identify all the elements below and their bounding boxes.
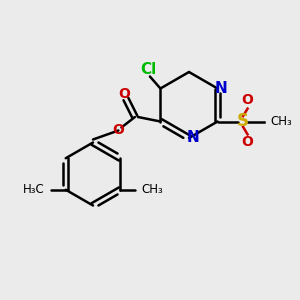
Text: CH₃: CH₃: [141, 183, 163, 196]
Text: O: O: [118, 87, 130, 100]
Text: CH₃: CH₃: [270, 115, 292, 128]
Text: N: N: [187, 130, 199, 146]
Text: S: S: [237, 112, 249, 130]
Text: O: O: [242, 136, 254, 149]
Text: O: O: [242, 94, 254, 107]
Text: Cl: Cl: [140, 61, 157, 76]
Text: N: N: [215, 81, 228, 96]
Text: O: O: [112, 124, 124, 137]
Text: H₃C: H₃C: [23, 183, 45, 196]
